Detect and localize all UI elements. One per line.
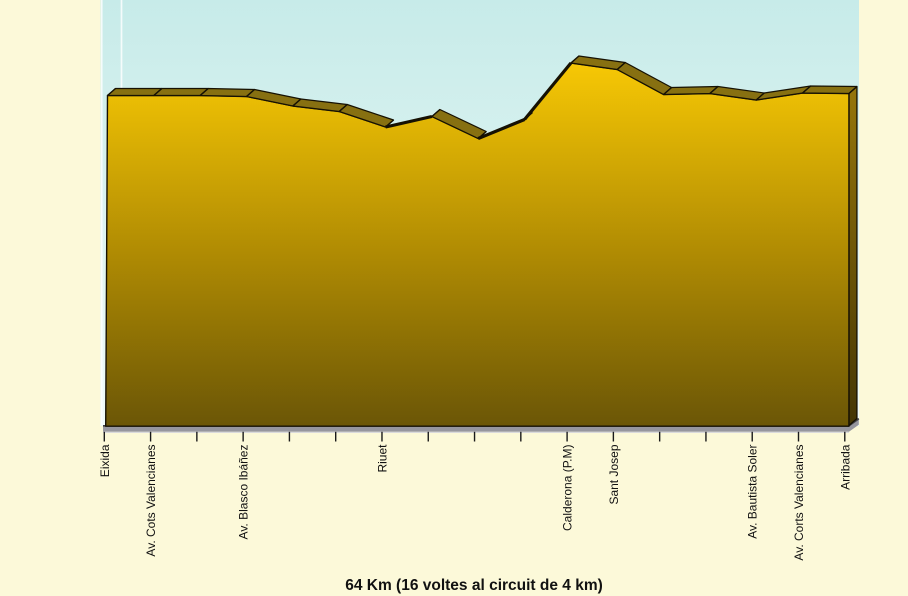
ribbon-joint [107,88,116,96]
x-axis-label: Sant Josep [607,444,621,504]
profile-ascent-edge [477,118,526,140]
x-axis-label: Av. Bautista Soler [746,445,760,539]
ribbon-joint [338,104,348,112]
ribbon-joint [292,98,302,107]
floor [103,418,859,432]
profile-side-face [848,85,858,427]
profile-top-ribbon [106,87,163,97]
ribbon-joint [709,86,719,94]
x-axis-label: Riuet [375,444,389,473]
profile-top-ribbon [199,87,256,98]
ribbon-joint [477,131,487,139]
ribbon-joint [570,55,580,64]
ribbon-joint [663,87,672,95]
profile-top-ribbon [801,85,858,95]
x-axis-label: Calderona (P.M) [561,444,575,530]
ribbon-joint [848,86,858,94]
ribbon-joint [616,62,626,70]
elevation-series [104,55,858,427]
profile-ascent-edge [523,61,573,121]
ribbon-joint [153,88,163,96]
ribbon-joint [524,112,533,120]
x-axis-label: Eixida [98,444,112,477]
x-axis-label: Av. Corts Valencianes [792,445,806,561]
ribbon-joint [385,119,394,128]
x-axis-label: Arribada [838,444,852,490]
x-axis: Eixida Av. Cots Valencianes Av. Blasco Ibá… [98,431,852,561]
x-axis-label: Av. Blasco Ibáñez [237,445,251,540]
ribbon-joint [755,92,765,101]
ribbon-joint [246,89,255,97]
profile-top-ribbon [153,87,209,97]
x-axis-label: Av. Cots Valencianes [144,445,158,557]
profile-ascent-edge [385,114,433,129]
distance-caption: 64 Km (16 voltes al circuit de 4 km) [345,577,603,594]
ribbon-joint [802,85,811,94]
ribbon-joint [199,88,209,96]
ribbon-joint [431,109,441,117]
